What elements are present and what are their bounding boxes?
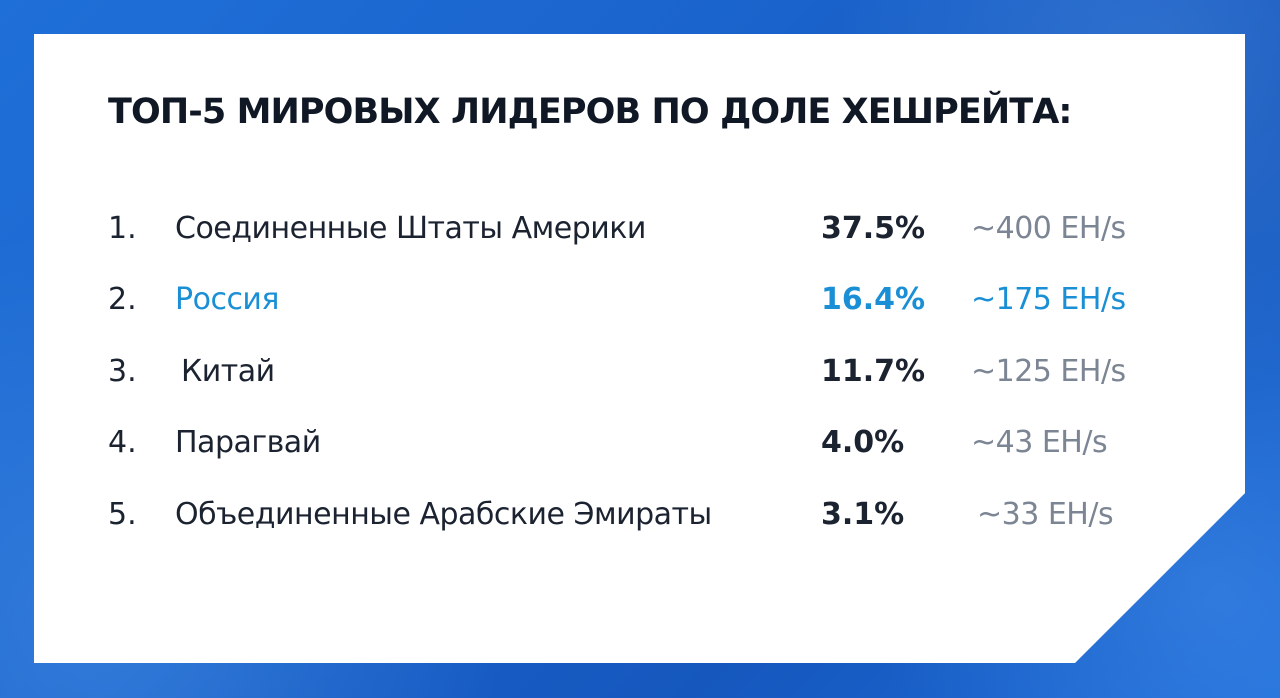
ranking-row-5: 5. Объединенные Арабские Эмираты 3.1% ~3…: [34, 493, 1245, 537]
country-name: Китай: [181, 354, 275, 389]
country-name: Парагвай: [175, 425, 321, 460]
country-name: Объединенные Арабские Эмираты: [175, 497, 712, 532]
ranking-row-3: 3. Китай 11.7% ~125 EH/s: [34, 350, 1245, 394]
ranking-row-4: 4. Парагвай 4.0% ~43 EH/s: [34, 421, 1245, 465]
slide-title: ТОП-5 МИРОВЫХ ЛИДЕРОВ ПО ДОЛЕ ХЕШРЕЙТА:: [108, 92, 1072, 132]
country-name: Соединенные Штаты Америки: [175, 211, 646, 246]
hashrate-share: 4.0%: [821, 425, 905, 460]
hashrate-value: ~400 EH/s: [971, 211, 1126, 246]
hashrate-value: ~125 EH/s: [971, 354, 1126, 389]
rank-number: 5.: [108, 497, 137, 532]
rank-number: 1.: [108, 211, 137, 246]
ranking-row-1: 1. Соединенные Штаты Америки 37.5% ~400 …: [34, 207, 1245, 251]
ranking-row-2: 2. Россия 16.4% ~175 EH/s: [34, 278, 1245, 322]
country-name: Россия: [175, 282, 279, 317]
rank-number: 4.: [108, 425, 137, 460]
hashrate-share: 16.4%: [821, 282, 926, 317]
rank-number: 3.: [108, 354, 137, 389]
hashrate-value: ~175 EH/s: [971, 282, 1126, 317]
rank-number: 2.: [108, 282, 137, 317]
hashrate-value: ~33 EH/s: [977, 497, 1114, 532]
hashrate-value: ~43 EH/s: [971, 425, 1108, 460]
hashrate-share: 37.5%: [821, 211, 926, 246]
content-card: ТОП-5 МИРОВЫХ ЛИДЕРОВ ПО ДОЛЕ ХЕШРЕЙТА: …: [34, 34, 1245, 663]
hashrate-share: 3.1%: [821, 497, 905, 532]
hashrate-share: 11.7%: [821, 354, 926, 389]
